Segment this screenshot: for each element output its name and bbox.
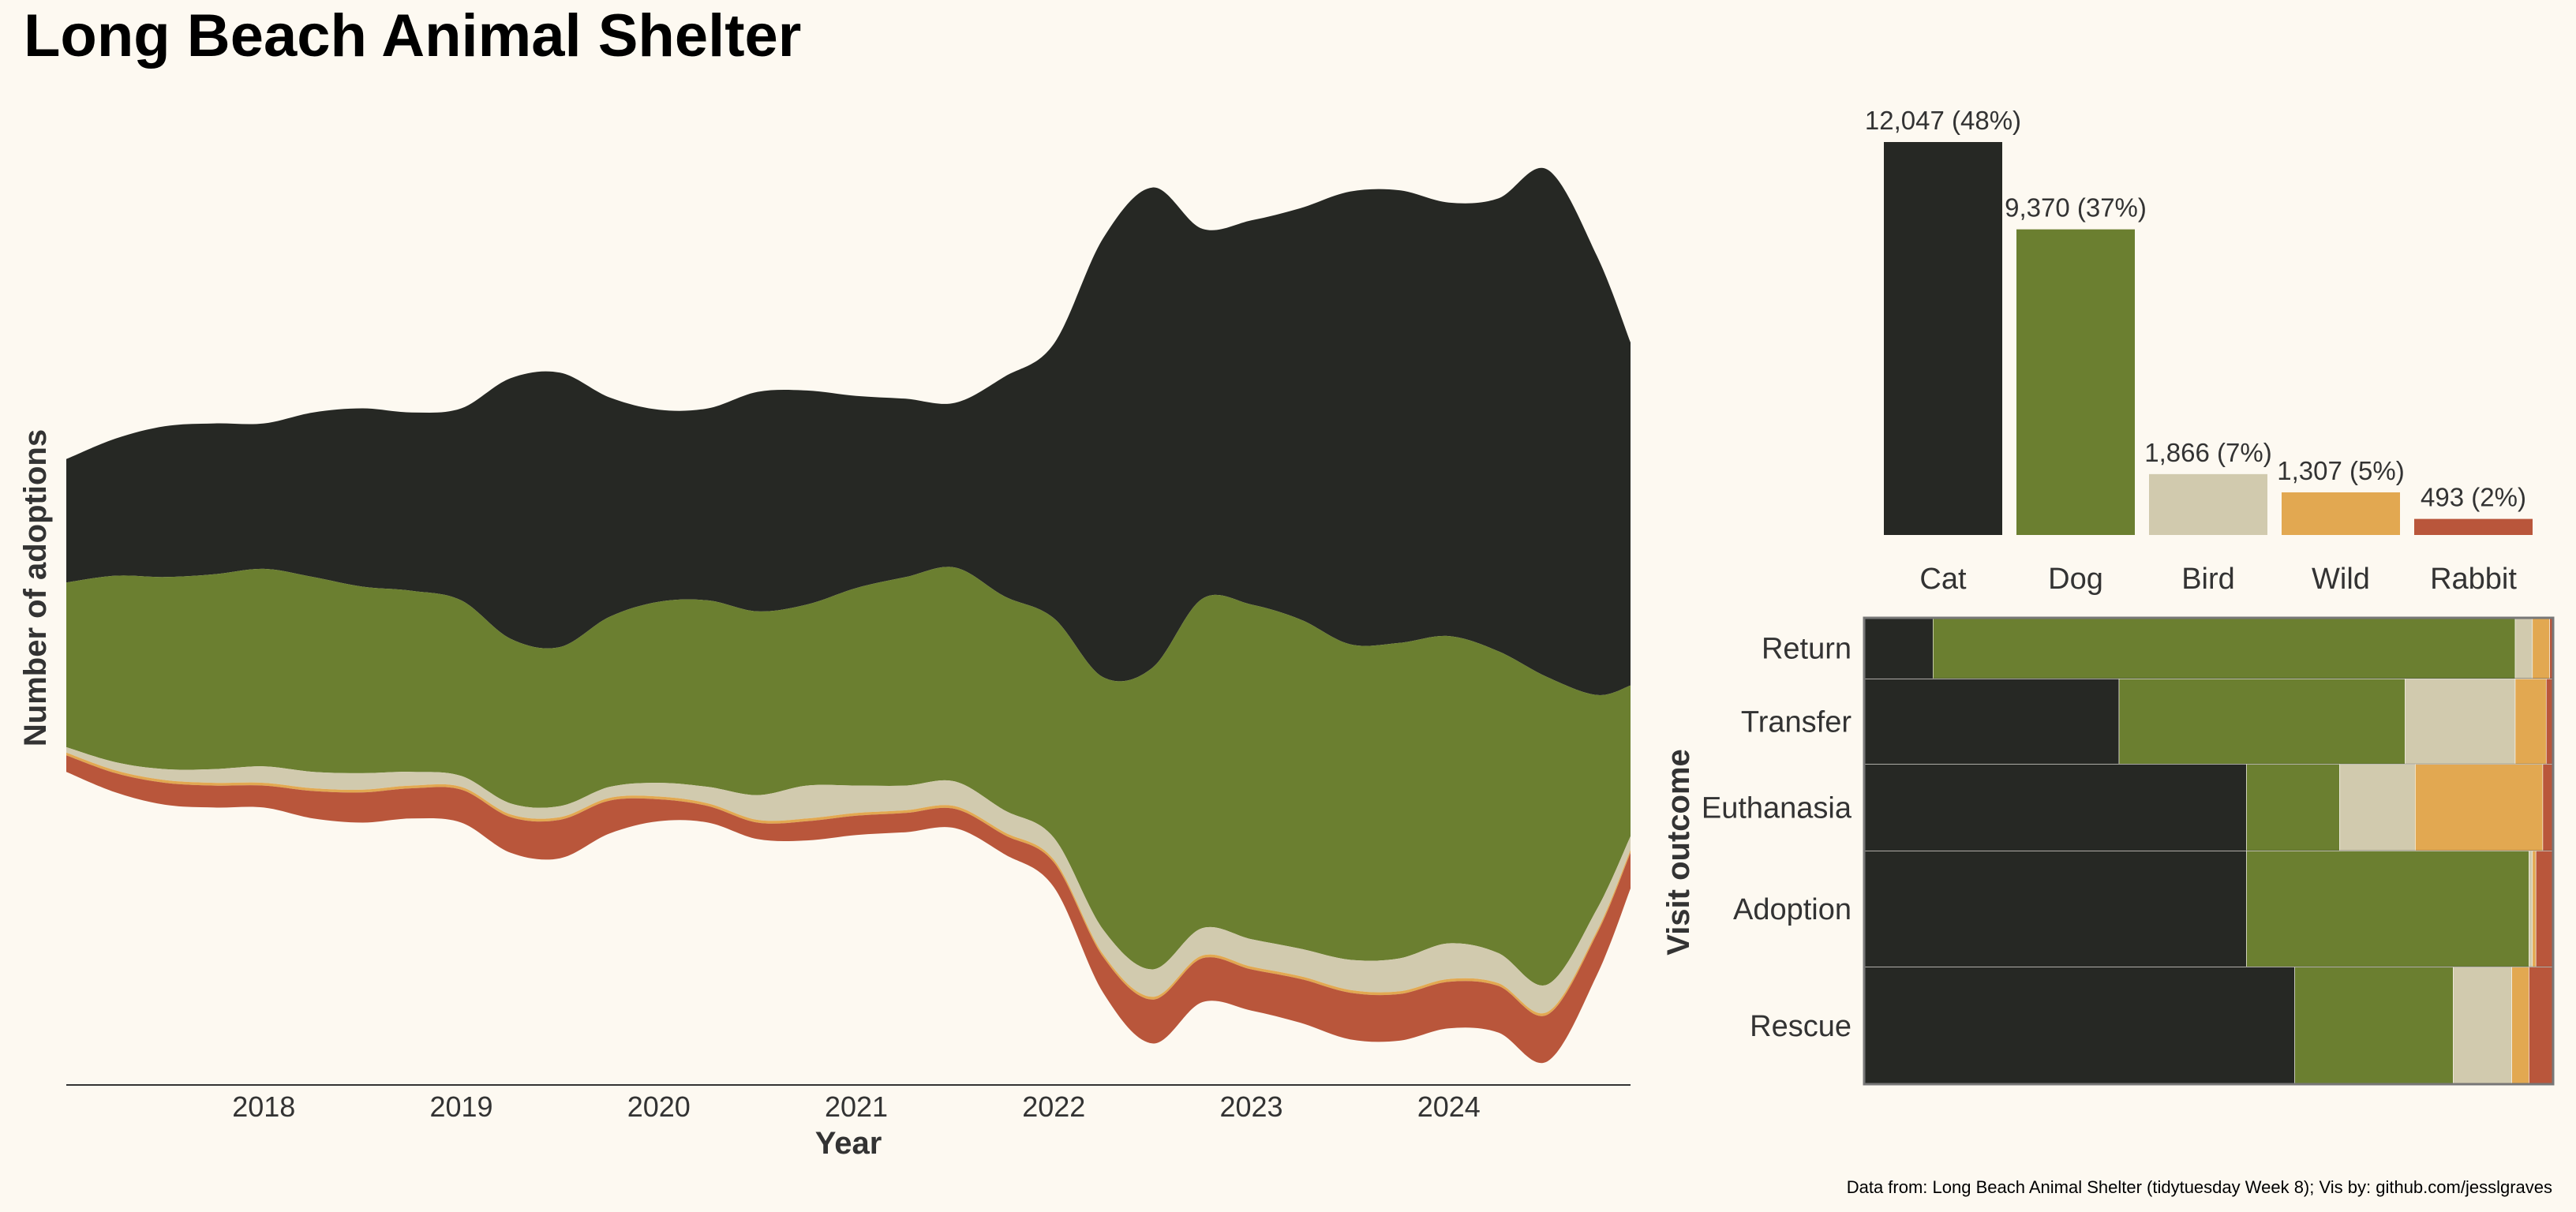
mosaic-cell-rescue-dog bbox=[2294, 967, 2454, 1085]
bar-value-label: 1,866 (7%) bbox=[2144, 438, 2271, 467]
mosaic-cell-rescue-wild bbox=[2511, 967, 2529, 1085]
species-bar-chart: 12,047 (48%) Cat 9,370 (37%) Dog 1,866 (7%) B… bbox=[1865, 106, 2533, 596]
x-tick-label: 2018 bbox=[232, 1090, 295, 1123]
x-tick-label: 2024 bbox=[1417, 1090, 1481, 1123]
mosaic-row-label: Transfer bbox=[1741, 705, 1852, 739]
bar-category-label: Dog bbox=[2048, 563, 2103, 596]
bar-value-label: 12,047 (48%) bbox=[1865, 106, 2021, 135]
mosaic-row-label: Euthanasia bbox=[1702, 792, 1852, 825]
mosaic-cell-euthanasia-wild bbox=[2415, 764, 2544, 851]
x-tick-label: 2021 bbox=[825, 1090, 888, 1123]
mosaic-y-axis-label: Visit outcome bbox=[1661, 749, 1696, 956]
bar-value-label: 493 (2%) bbox=[2421, 483, 2526, 512]
mosaic-cell-adoption-bird bbox=[2529, 851, 2533, 967]
bar-category-label: Rabbit bbox=[2430, 563, 2517, 596]
mosaic-row-label: Return bbox=[1762, 633, 1852, 666]
bar-rabbit bbox=[2414, 518, 2533, 535]
mosaic-cell-transfer-wild bbox=[2514, 679, 2547, 765]
outcome-mosaic-chart: Return Transfer Euthanasia Adoption Rescue V… bbox=[1661, 616, 2555, 1086]
stream-layer-bird bbox=[66, 746, 1631, 1014]
mosaic-cell-transfer-dog bbox=[2118, 679, 2406, 765]
bar-bird bbox=[2149, 473, 2267, 535]
mosaic-cell-return-bird bbox=[2514, 617, 2533, 679]
bar-category-label: Wild bbox=[2312, 563, 2370, 596]
x-tick-label: 2022 bbox=[1022, 1090, 1085, 1123]
stream-areas bbox=[66, 167, 1631, 1064]
mosaic-cell-rescue-cat bbox=[1863, 967, 2295, 1085]
mosaic-cell-euthanasia-cat bbox=[1863, 764, 2247, 851]
mosaic-cell-return-wild bbox=[2532, 617, 2550, 679]
mosaic-cell-return-dog bbox=[1933, 617, 2516, 679]
mosaic-cell-euthanasia-dog bbox=[2246, 764, 2340, 851]
mosaic-cell-transfer-bird bbox=[2405, 679, 2516, 765]
bar-dog bbox=[2016, 229, 2135, 535]
bar-category-label: Bird bbox=[2181, 563, 2235, 596]
stream-layer-rabbit bbox=[66, 755, 1631, 1064]
mosaic-cell-adoption-dog bbox=[2246, 851, 2529, 967]
y-axis-label: Number of adoptions bbox=[18, 429, 53, 746]
mosaic-cells bbox=[1863, 617, 2554, 1085]
mosaic-row-labels: Return Transfer Euthanasia Adoption Rescue bbox=[1702, 633, 1852, 1043]
x-tick-label: 2019 bbox=[429, 1090, 492, 1123]
caption: Data from: Long Beach Animal Shelter (ti… bbox=[1846, 1177, 2552, 1197]
bar-value-label: 1,307 (5%) bbox=[2277, 456, 2404, 485]
mosaic-cell-adoption-cat bbox=[1863, 851, 2247, 967]
mosaic-cell-return-cat bbox=[1863, 617, 1934, 679]
x-tick-labels: 2018 2019 2020 2021 2022 2023 2024 bbox=[232, 1090, 1481, 1123]
x-tick-label: 2023 bbox=[1219, 1090, 1282, 1123]
x-axis-label: Year bbox=[815, 1126, 882, 1161]
bar-value-label: 9,370 (37%) bbox=[2005, 193, 2147, 223]
mosaic-row-label: Rescue bbox=[1750, 1010, 1852, 1043]
bar-category-label: Cat bbox=[1919, 563, 1967, 596]
mosaic-frame bbox=[1863, 616, 2555, 1086]
mosaic-cell-adoption-wild bbox=[2532, 851, 2537, 967]
bar-wild bbox=[2282, 492, 2400, 535]
mosaic-cell-adoption-rabbit bbox=[2535, 851, 2554, 967]
stream-layer-cat bbox=[66, 167, 1631, 695]
x-tick-label: 2020 bbox=[627, 1090, 691, 1123]
bar-cat bbox=[1884, 142, 2002, 535]
mosaic-cell-euthanasia-rabbit bbox=[2542, 764, 2554, 851]
streamgraph-panel: 2018 2019 2020 2021 2022 2023 2024 Year Number… bbox=[18, 167, 1631, 1161]
mosaic-cell-euthanasia-bird bbox=[2339, 764, 2416, 851]
mosaic-cell-transfer-cat bbox=[1863, 679, 2120, 765]
mosaic-cell-rescue-bird bbox=[2453, 967, 2512, 1085]
mosaic-row-label: Adoption bbox=[1733, 893, 1852, 926]
mosaic-cell-rescue-rabbit bbox=[2529, 967, 2554, 1085]
chart-title: Long Beach Animal Shelter bbox=[24, 2, 802, 69]
stream-layer-dog bbox=[66, 567, 1631, 986]
